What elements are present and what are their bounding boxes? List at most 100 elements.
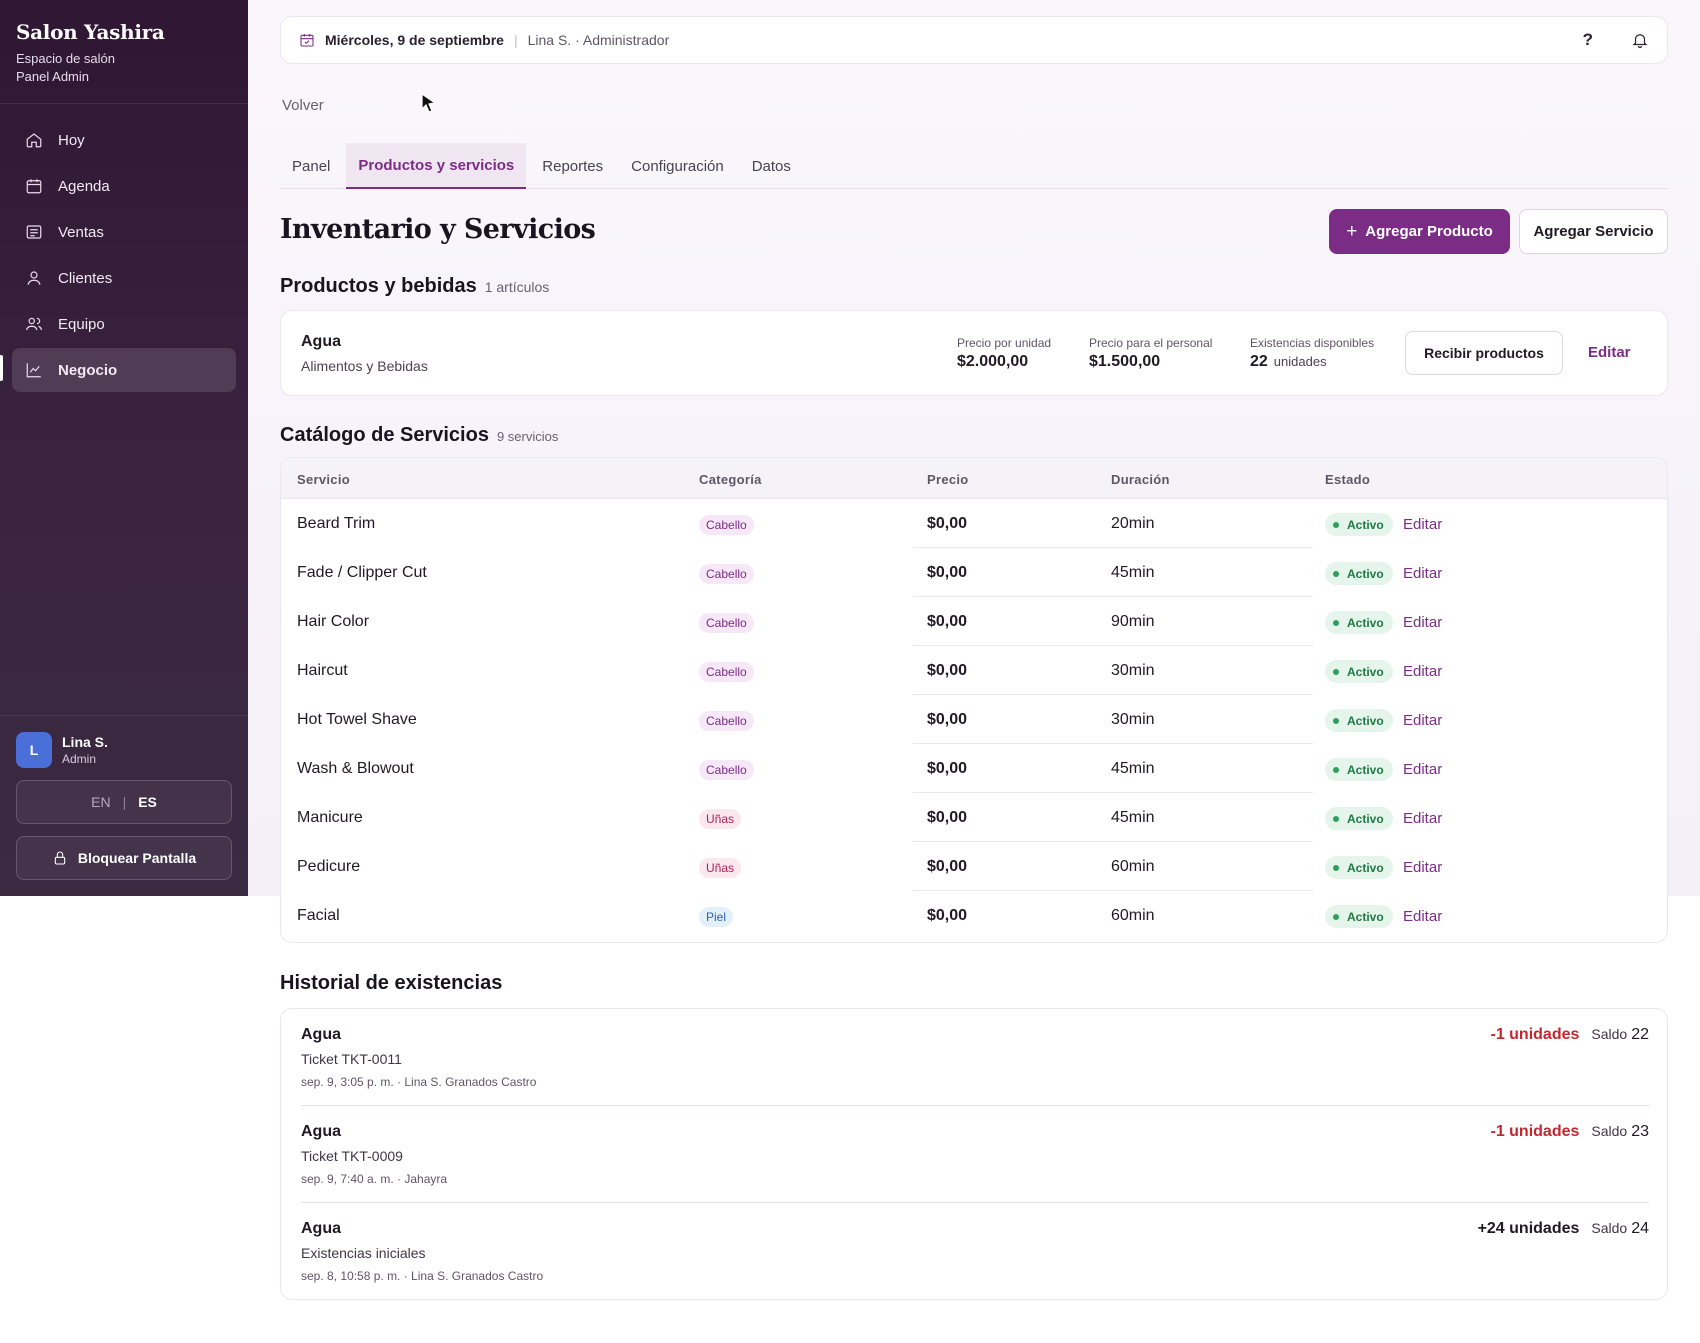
user-role: Admin (62, 752, 97, 766)
stock-value: 22 (1250, 353, 1268, 370)
sidebar-item-hoy[interactable]: Hoy (12, 118, 236, 162)
service-name: Haircut (297, 662, 348, 679)
service-duration: 60min (1111, 858, 1155, 875)
history-meta: sep. 8, 10:58 p. m. · Lina S. Granados C… (301, 1269, 544, 1283)
status-label: Activo (1347, 860, 1384, 875)
users-icon (24, 314, 44, 334)
edit-service-link[interactable]: Editar (1403, 761, 1443, 778)
history-item: Agua Existencias iniciales sep. 8, 10:58 p… (301, 1203, 1649, 1300)
user-icon (24, 268, 44, 288)
row-divider (913, 645, 1313, 646)
staff-price-value: $1.500,00 (1089, 353, 1161, 370)
receive-products-button[interactable]: Recibir productos (1405, 331, 1563, 375)
help-icon[interactable]: ? (1582, 30, 1593, 49)
bell-icon[interactable] (1631, 31, 1649, 49)
column-header-categoria: Categoría (699, 472, 762, 487)
lock-screen-button[interactable]: Bloquear Pantalla (16, 836, 232, 880)
edit-service-link[interactable]: Editar (1403, 712, 1443, 729)
table-row: Pedicure Uñas $0,00 60min Activo Editar (281, 842, 1667, 891)
sidebar-item-negocio[interactable]: Negocio (12, 348, 236, 392)
service-price: $0,00 (927, 564, 968, 581)
tab-panel[interactable]: Panel (292, 157, 331, 175)
history-summary: +24 unidades Saldo 24 (1478, 1220, 1649, 1238)
stock-unit: unidades (1273, 354, 1327, 369)
row-divider (913, 743, 1313, 744)
brand-name: Salon Yashira (16, 20, 165, 44)
status-label: Activo (1347, 811, 1384, 826)
unit-price-field: Precio por unidad $2.000,00 (957, 336, 1051, 371)
status-badge: Activo (1325, 660, 1393, 683)
history-quantity: -1 unidades (1490, 1123, 1580, 1140)
table-row: Hot Towel Shave Cabello $0,00 30min Activo Ed… (281, 695, 1667, 744)
category-chip: Uñas (699, 809, 742, 829)
sidebar-item-equipo[interactable]: Equipo (12, 302, 236, 346)
edit-service-link[interactable]: Editar (1403, 565, 1443, 582)
status-dot-icon (1333, 717, 1339, 724)
edit-service-link[interactable]: Editar (1403, 859, 1443, 876)
calendar-check-icon (300, 34, 314, 47)
products-section-title: Productos y bebidas 1 artículos (280, 275, 549, 298)
edit-service-link[interactable]: Editar (1403, 663, 1443, 680)
balance-value: 23 (1631, 1123, 1649, 1140)
history-product-name: Agua (301, 1026, 341, 1043)
tab-configuracion[interactable]: Configuración (631, 157, 724, 175)
status-badge: Activo (1325, 709, 1393, 732)
stock-field: Existencias disponibles 22 unidades (1250, 336, 1374, 371)
sidebar-item-label: Agenda (58, 177, 110, 195)
edit-service-link[interactable]: Editar (1403, 908, 1443, 925)
edit-product-link[interactable]: Editar (1588, 344, 1631, 361)
tab-productos-y-servicios[interactable]: Productos y servicios (346, 143, 527, 189)
history-meta: sep. 9, 7:40 a. m. · Jahayra (301, 1172, 448, 1186)
language-switcher: EN | ES (16, 780, 232, 824)
column-header-estado: Estado (1325, 472, 1371, 487)
history-item: Agua Ticket TKT-0009 sep. 9, 7:40 a. m. · … (301, 1106, 1649, 1203)
category-chip: Cabello (699, 711, 754, 731)
user-profile[interactable]: L Lina S. Admin (16, 732, 232, 768)
staff-price-field: Precio para el personal $1.500,00 (1089, 336, 1212, 371)
back-link[interactable]: Volver (282, 97, 324, 114)
sidebar-item-label: Equipo (58, 315, 105, 333)
service-price: $0,00 (927, 515, 968, 532)
status-badge: Activo (1325, 856, 1393, 879)
sidebar-item-agenda[interactable]: Agenda (12, 164, 236, 208)
edit-service-link[interactable]: Editar (1403, 810, 1443, 827)
service-price: $0,00 (927, 809, 968, 826)
lang-es-button[interactable]: ES (138, 794, 157, 810)
calendar-icon (24, 176, 44, 196)
sidebar-item-ventas[interactable]: Ventas (12, 210, 236, 254)
status-label: Activo (1347, 713, 1384, 728)
add-product-button[interactable]: + Agregar Producto (1329, 209, 1510, 254)
status-dot-icon (1333, 864, 1339, 871)
products-title: Productos y bebidas (280, 275, 477, 297)
history-meta: sep. 9, 3:05 p. m. · Lina S. Granados Ca… (301, 1075, 537, 1089)
service-duration: 30min (1111, 711, 1155, 728)
balance-value: 24 (1631, 1220, 1649, 1237)
status-dot-icon (1333, 521, 1339, 528)
edit-service-link[interactable]: Editar (1403, 516, 1443, 533)
table-row: Manicure Uñas $0,00 45min Activo Editar (281, 793, 1667, 842)
history-quantity: -1 unidades (1490, 1026, 1580, 1043)
edit-service-link[interactable]: Editar (1403, 614, 1443, 631)
status-badge: Activo (1325, 562, 1393, 585)
table-row: Wash & Blowout Cabello $0,00 45min Activo Edi… (281, 744, 1667, 793)
sidebar-item-clientes[interactable]: Clientes (12, 256, 236, 300)
category-chip: Cabello (699, 613, 754, 633)
lang-en-button[interactable]: EN (91, 794, 111, 810)
product-card: Agua Alimentos y Bebidas Precio por unid… (280, 310, 1668, 396)
service-duration: 60min (1111, 907, 1155, 924)
sidebar-item-label: Ventas (58, 223, 104, 241)
section-tabs: Panel Productos y servicios Reportes Con… (280, 143, 1668, 189)
column-header-duracion: Duración (1111, 472, 1170, 487)
service-name: Beard Trim (297, 515, 376, 532)
sidebar-item-label: Clientes (58, 269, 113, 287)
service-name: Hair Color (297, 613, 370, 630)
table-row: Hair Color Cabello $0,00 90min Activo Editar (281, 597, 1667, 646)
tab-datos[interactable]: Datos (751, 157, 791, 175)
balance-value: 22 (1631, 1026, 1649, 1043)
top-bar: Miércoles, 9 de septiembre | Lina S. · A… (280, 16, 1668, 64)
tab-reportes[interactable]: Reportes (542, 157, 604, 175)
category-chip: Piel (699, 907, 734, 927)
add-service-button[interactable]: Agregar Servicio (1519, 209, 1668, 254)
status-label: Activo (1347, 615, 1384, 630)
status-dot-icon (1333, 619, 1339, 626)
